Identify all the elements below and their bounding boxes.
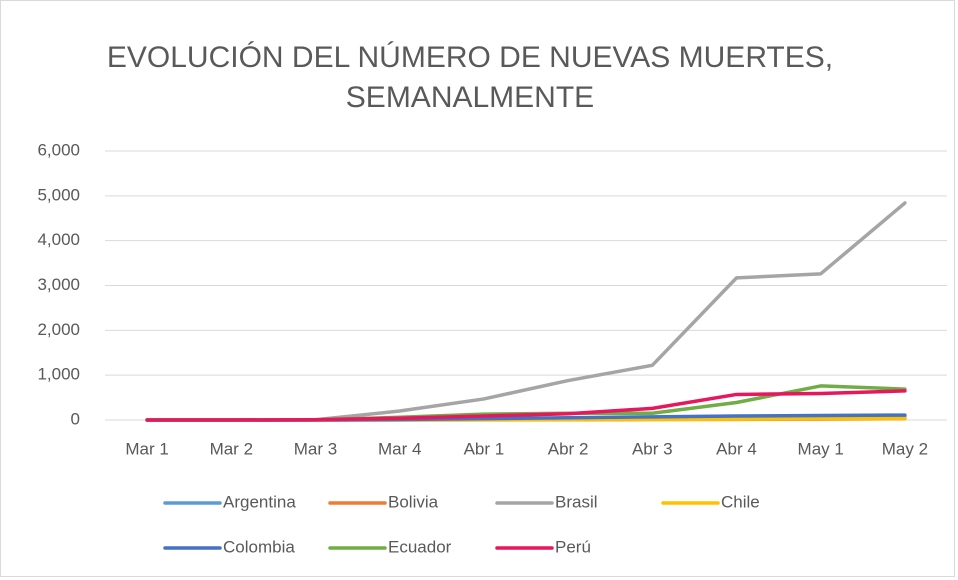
legend-label: Perú xyxy=(555,537,591,556)
y-tick-label: 3,000 xyxy=(37,275,80,294)
y-tick-label: 6,000 xyxy=(37,140,80,159)
y-tick-label: 5,000 xyxy=(37,185,80,204)
x-tick-label: Abr 2 xyxy=(548,439,589,458)
y-tick-label: 1,000 xyxy=(37,365,80,384)
legend-label: Ecuador xyxy=(388,537,452,556)
y-tick-label: 0 xyxy=(71,409,80,428)
x-tick-label: Abr 3 xyxy=(632,439,673,458)
legend-label: Colombia xyxy=(223,537,295,556)
x-tick-label: Mar 3 xyxy=(294,439,337,458)
x-tick-label: Mar 4 xyxy=(378,439,421,458)
x-tick-label: Abr 4 xyxy=(716,439,757,458)
x-tick-label: May 2 xyxy=(882,439,928,458)
legend-label: Argentina xyxy=(223,492,296,511)
y-tick-label: 2,000 xyxy=(37,320,80,339)
legend-label: Bolivia xyxy=(388,492,439,511)
x-tick-label: Abr 1 xyxy=(464,439,505,458)
x-tick-label: May 1 xyxy=(798,439,844,458)
x-tick-label: Mar 2 xyxy=(210,439,253,458)
chart-title: EVOLUCIÓN DEL NÚMERO DE NUEVAS MUERTES, … xyxy=(106,41,834,114)
series-line xyxy=(145,389,907,422)
x-tick-label: Mar 1 xyxy=(125,439,168,458)
y-tick-label: 4,000 xyxy=(37,230,80,249)
legend-label: Brasil xyxy=(555,492,598,511)
legend-label: Chile xyxy=(721,492,760,511)
